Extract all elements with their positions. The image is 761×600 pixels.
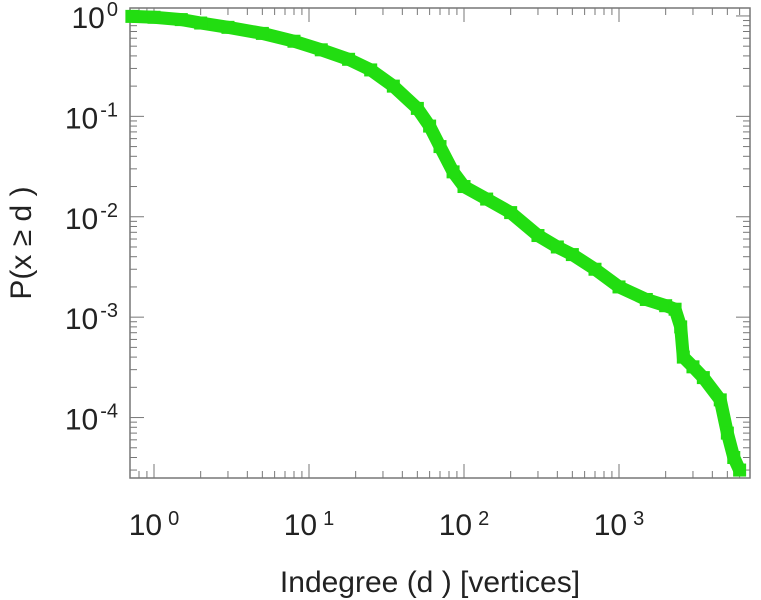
data-point — [147, 10, 161, 24]
data-point — [446, 165, 460, 179]
x-tick-label: 10 2 — [439, 508, 490, 542]
data-point — [727, 451, 741, 465]
data-point — [550, 240, 564, 254]
data-point — [686, 360, 700, 374]
data-point — [733, 463, 747, 477]
data-point — [504, 206, 518, 220]
data-point — [194, 16, 208, 30]
data-point — [713, 393, 727, 407]
data-point — [433, 140, 447, 154]
data-point — [696, 371, 710, 385]
data-point — [174, 13, 188, 27]
x-tick-labels: 10 0 10 1 10 2 10 3 — [129, 508, 645, 542]
data-point — [457, 180, 471, 194]
data-point — [342, 52, 356, 66]
series-layer — [125, 9, 747, 477]
data-point — [410, 101, 424, 115]
data-point — [255, 26, 269, 40]
y-tick-label: 10 -2 — [65, 200, 118, 236]
data-point — [720, 426, 734, 440]
data-point — [364, 63, 378, 77]
major-ticks — [130, 8, 750, 478]
data-point — [674, 320, 688, 334]
data-point — [125, 9, 139, 23]
data-point — [612, 280, 626, 294]
y-axis-label: P(x ≥ d ) — [5, 186, 38, 299]
data-point — [314, 43, 328, 57]
y-tick-label: 10 -4 — [65, 401, 118, 437]
y-tick-label: 10 -1 — [65, 99, 118, 135]
x-tick-label: 10 1 — [284, 508, 335, 542]
data-point — [287, 34, 301, 48]
data-series-line — [131, 9, 746, 473]
data-point — [480, 192, 494, 206]
data-point — [639, 292, 653, 306]
data-point — [386, 79, 400, 93]
x-tick-label: 10 3 — [594, 508, 645, 542]
data-point — [588, 262, 602, 276]
data-point — [565, 248, 579, 262]
data-point — [531, 229, 545, 243]
data-point — [423, 119, 437, 133]
y-tick-label: 10 -3 — [65, 300, 118, 336]
y-tick-label: 10 0 — [72, 0, 119, 35]
plot-frame — [129, 7, 751, 479]
data-point — [221, 20, 235, 34]
x-axis-label: Indegree (d ) [vertices] — [280, 566, 580, 599]
x-tick-label: 10 0 — [129, 508, 180, 542]
data-point — [668, 302, 682, 316]
minor-ticks — [129, 8, 751, 478]
